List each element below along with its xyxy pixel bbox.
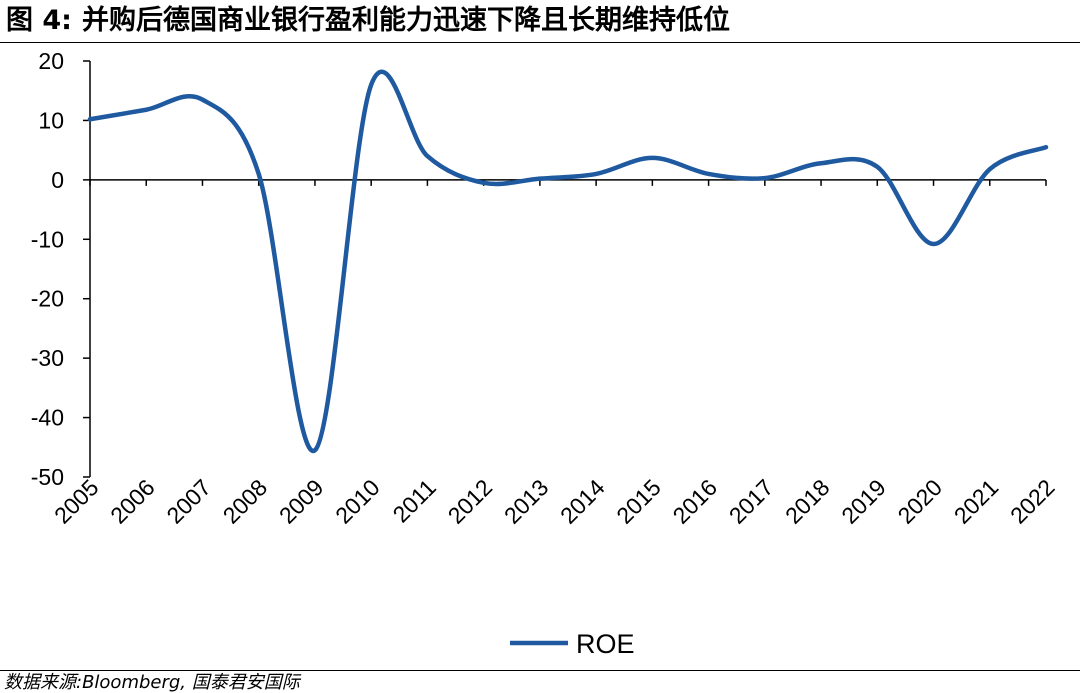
x-tick-label: 2010 <box>330 474 385 529</box>
roe-data-point <box>88 117 92 121</box>
legend-label: ROE <box>576 629 635 659</box>
roe-data-point <box>988 167 992 171</box>
x-tick-label: 2013 <box>499 474 554 529</box>
title-divider <box>0 42 1080 43</box>
roe-series-line <box>87 69 1049 453</box>
x-tick-label: 2022 <box>1005 474 1060 529</box>
figure-label: 图 4: <box>6 5 72 36</box>
x-tick-label: 2011 <box>388 474 441 527</box>
roe-data-point <box>482 181 486 185</box>
roe-data-point <box>200 98 204 102</box>
x-tick-label: 2012 <box>443 474 498 529</box>
source-note: 数据来源:Bloomberg, 国泰君安国际 <box>4 672 300 693</box>
x-tick-label: 2018 <box>780 474 835 529</box>
roe-data-point <box>707 172 711 176</box>
x-tick-label: 2009 <box>274 474 329 529</box>
y-tick-label: 20 <box>38 48 64 74</box>
y-tick-label: 10 <box>38 107 64 133</box>
x-tick-label: 2014 <box>555 474 610 529</box>
x-tick-label: 2021 <box>949 474 1004 529</box>
roe-data-point <box>1044 145 1048 149</box>
footer-divider <box>0 670 1080 671</box>
x-tick-label: 2019 <box>836 474 891 529</box>
roe-data-point <box>932 242 936 246</box>
x-tick-label: 2007 <box>161 474 216 529</box>
figure-title: 图 4: 并购后德国商业银行盈利能力迅速下降且长期维持低位 <box>6 4 730 38</box>
x-tick-label: 2015 <box>611 474 666 529</box>
roe-data-point <box>425 154 429 158</box>
y-tick-label: -30 <box>31 345 64 371</box>
y-axis: 20 10 0 -10 -20 -30 -40 -50 <box>31 48 91 490</box>
roe-data-point <box>650 156 654 160</box>
legend: ROE <box>510 629 635 659</box>
x-tick-label: 2017 <box>724 474 779 529</box>
y-tick-label: -40 <box>31 405 64 431</box>
y-tick-label: 0 <box>51 167 64 193</box>
roe-data-point <box>538 177 542 181</box>
roe-data-point <box>144 108 148 112</box>
roe-data-point <box>594 172 598 176</box>
x-tick-label: 2016 <box>668 474 723 529</box>
x-axis: 2005 2006 2007 2008 2009 2010 2011 2012 2013 2014… <box>49 179 1060 529</box>
plot-series <box>87 69 1049 453</box>
x-tick-label: 2008 <box>218 474 273 529</box>
roe-data-point <box>763 176 767 180</box>
roe-data-point <box>875 165 879 169</box>
roe-data-point <box>369 83 373 87</box>
figure-title-text: 并购后德国商业银行盈利能力迅速下降且长期维持低位 <box>81 5 730 36</box>
x-tick-label: 2020 <box>892 474 947 529</box>
x-tick-label: 2006 <box>105 474 160 529</box>
roe-data-point <box>313 448 317 452</box>
y-tick-label: -50 <box>31 464 64 490</box>
roe-data-point <box>257 172 261 176</box>
y-tick-label: -10 <box>31 226 64 252</box>
y-tick-label: -20 <box>31 286 64 312</box>
roe-data-point <box>819 161 823 165</box>
